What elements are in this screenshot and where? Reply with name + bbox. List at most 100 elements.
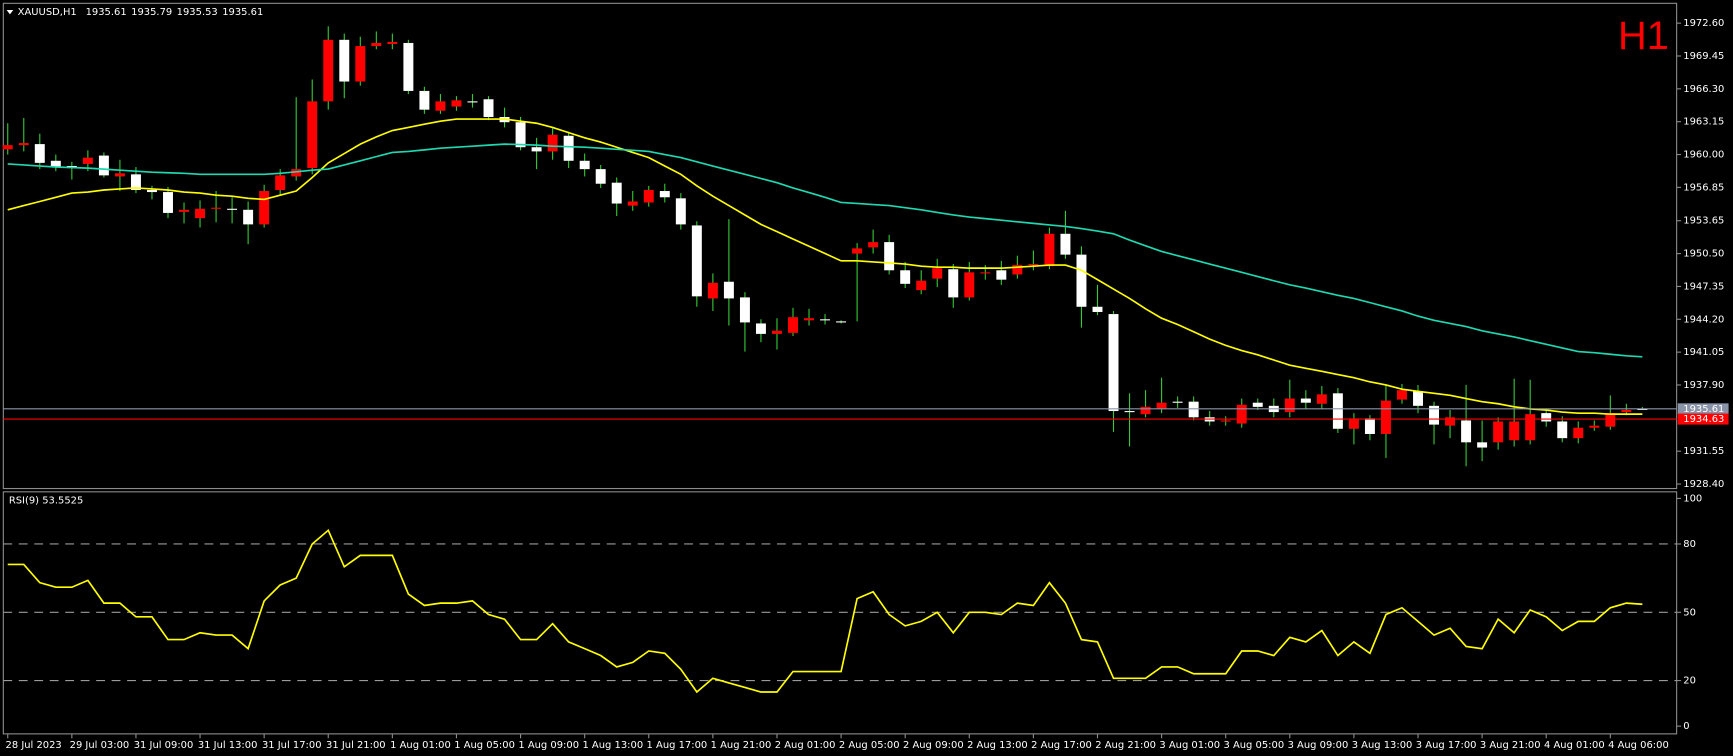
menu-arrow[interactable] [6,9,14,15]
candle-body [515,122,526,148]
candle-body [1236,404,1247,424]
y-tick-label: 50 [1683,607,1696,618]
candle-body [1108,314,1119,412]
price-label-box [1677,403,1729,415]
candle-body [1220,420,1231,422]
y-tick-label: 1969.45 [1683,51,1724,62]
candle-body [868,242,879,248]
timeframe-label: H1 [1618,14,1669,58]
candle-body [1605,413,1616,427]
candle-body [1348,418,1359,429]
candle-body [1060,233,1071,255]
candle-body [1044,233,1055,267]
x-tick-label: 2 Aug 21:00 [1095,740,1156,751]
candle-body [339,39,350,82]
candle-body [467,101,478,103]
candle-body [772,330,782,334]
candle-body [1589,425,1600,428]
candle-body [1300,398,1311,403]
candle-body [691,225,702,297]
candle-body [1028,264,1039,266]
x-tick-label: 3 Aug 05:00 [1223,740,1284,751]
candle-body [451,100,462,107]
candle-body [884,242,895,271]
rsi-title: RSI(9) 53.5525 [9,496,83,507]
candle-body [1397,390,1407,400]
y-tick-label: 1941.05 [1683,347,1724,358]
candle-body [1509,421,1520,441]
candle-body [964,272,975,298]
candle-body [1573,427,1584,439]
x-tick-label: 4 Aug 06:00 [1608,740,1669,751]
x-tick-label: 3 Aug 17:00 [1416,740,1477,751]
candle-body [259,191,270,225]
candle-body [291,169,302,177]
price-label: 1934.63 [1683,414,1724,425]
x-tick-label: 2 Aug 13:00 [967,740,1028,751]
x-tick-label: 2 Aug 17:00 [1031,740,1092,751]
candle-body [1541,413,1552,422]
candle-body [531,147,542,152]
x-tick-label: 2 Aug 05:00 [839,740,900,751]
last-close: 1935.61 [222,7,263,18]
candle-body [659,191,670,198]
candle-body [18,143,29,146]
candle-body [275,175,286,190]
y-tick-label: 80 [1683,539,1696,550]
candle-body [852,248,863,254]
candle-body [1332,393,1343,429]
candle-body [755,323,766,334]
candle-body [323,39,334,102]
candle-body [1461,420,1472,443]
candle-body [595,169,606,184]
last-low: 1935.53 [177,7,218,18]
candle-body [563,135,574,161]
candle-body [611,182,622,204]
candle-body [1252,402,1263,407]
price-panel [2,2,1678,490]
candle-body [114,173,125,177]
candle-body [1364,418,1375,434]
x-tick-label: 3 Aug 13:00 [1352,740,1413,751]
candle-body [643,189,654,203]
candle-body [948,269,959,298]
x-tick-label: 29 Jul 03:00 [70,740,130,751]
candle-body [547,134,558,152]
y-tick-label: 20 [1683,676,1696,687]
candle-body [980,272,991,274]
candle-body [1092,306,1103,312]
candle-body [1477,442,1488,448]
candle-body [1076,254,1087,307]
y-tick-label: 1937.90 [1683,380,1724,391]
candle-body [163,192,173,213]
x-tick-label: 3 Aug 21:00 [1480,740,1541,751]
x-tick-label: 1 Aug 17:00 [647,740,708,751]
x-tick-label: 1 Aug 21:00 [711,740,772,751]
rsi-panel [2,491,1678,735]
x-tick-label: 31 Jul 13:00 [198,740,258,751]
candle-body [1429,405,1440,425]
candle-body [723,281,734,299]
candle-body [1493,421,1504,443]
candle-body [1557,421,1568,439]
symbol: XAUUSD,H1 [18,7,77,18]
candle-body [1012,265,1023,275]
candle-body [1156,402,1167,409]
y-tick-label: 1966.30 [1683,84,1724,95]
moving-average [7,143,1643,358]
candle-body [130,174,141,190]
candle-body [996,270,1007,280]
moving-average [7,118,1643,415]
candle-body [1525,414,1536,441]
candle-body [579,160,590,170]
candle-body [227,208,238,210]
candle-body [243,209,254,225]
candle-body [836,321,847,323]
last-open: 1935.61 [86,7,127,18]
candle-body [707,282,718,299]
x-tick-label: 4 Aug 01:00 [1544,740,1605,751]
candle-body [1172,401,1183,403]
price-label: 1935.61 [1683,404,1724,415]
